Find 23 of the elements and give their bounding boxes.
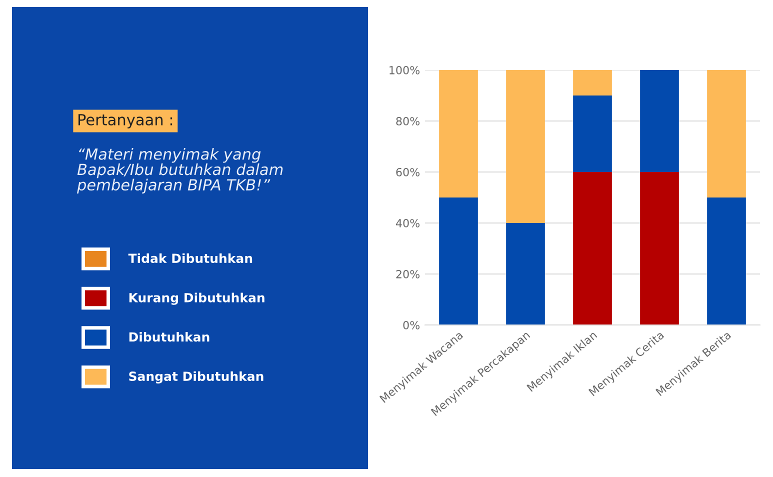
legend-label: Sangat Dibutuhkan: [129, 371, 264, 384]
bar: [573, 96, 612, 172]
legend-label: Tidak Dibutuhkan: [128, 253, 252, 264]
legend-label: Kurang Dibutuhkan: [129, 292, 264, 305]
y-tick-label: 0%: [403, 320, 420, 330]
y-tick-label: 20%: [396, 270, 420, 278]
bar: [439, 198, 478, 325]
text: Pertanyaan :: [78, 114, 172, 128]
y-tick-label: 40%: [396, 218, 420, 228]
bar: [439, 70, 478, 198]
legend-label: Dibutuhkan: [129, 332, 210, 342]
bar: [506, 223, 545, 325]
bar: [707, 198, 746, 325]
text: “Materi menyimak yang Bapak/Ibu butuhkan dalam pembelajaran BIPA TKB!”: [76, 148, 283, 194]
bar: [640, 70, 679, 172]
y-tick-label: 80%: [396, 116, 420, 126]
bar: [640, 172, 679, 325]
y-tick-label: 100%: [390, 66, 420, 74]
bar: [506, 70, 545, 223]
y-tick-label: 60%: [396, 168, 420, 176]
bar: [573, 70, 612, 96]
bar: [573, 172, 612, 325]
bar: [707, 70, 746, 198]
